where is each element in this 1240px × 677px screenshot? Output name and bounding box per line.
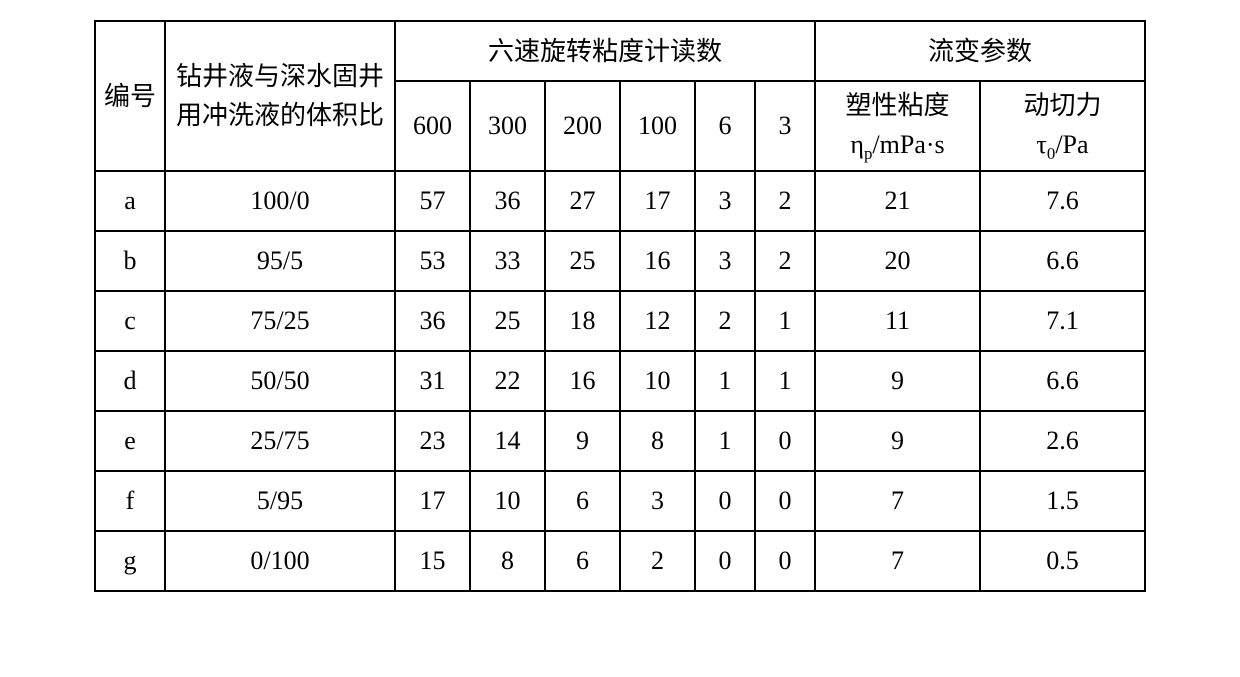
cell-s200: 25 [545, 231, 620, 291]
cell-ratio: 0/100 [165, 531, 395, 591]
cell-s100: 3 [620, 471, 695, 531]
table-row: d50/50312216101196.6 [95, 351, 1145, 411]
cell-s3: 0 [755, 531, 815, 591]
table-row: g0/100158620070.5 [95, 531, 1145, 591]
cell-id: f [95, 471, 165, 531]
cell-ratio: 95/5 [165, 231, 395, 291]
cell-yield-point: 7.6 [980, 171, 1145, 231]
header-speed-3: 3 [755, 81, 815, 171]
cell-s200: 18 [545, 291, 620, 351]
cell-id: d [95, 351, 165, 411]
cell-s3: 2 [755, 171, 815, 231]
cell-s600: 36 [395, 291, 470, 351]
cell-s600: 53 [395, 231, 470, 291]
table-row: c75/253625181221117.1 [95, 291, 1145, 351]
cell-s600: 17 [395, 471, 470, 531]
cell-id: e [95, 411, 165, 471]
cell-s200: 6 [545, 471, 620, 531]
cell-ratio: 50/50 [165, 351, 395, 411]
header-ratio: 钻井液与深水固井用冲洗液的体积比 [165, 21, 395, 171]
cell-s6: 0 [695, 531, 755, 591]
cell-s100: 10 [620, 351, 695, 411]
cell-id: g [95, 531, 165, 591]
cell-s600: 31 [395, 351, 470, 411]
cell-s100: 12 [620, 291, 695, 351]
table-row: e25/752314981092.6 [95, 411, 1145, 471]
cell-s6: 3 [695, 231, 755, 291]
cell-s3: 2 [755, 231, 815, 291]
cell-s600: 23 [395, 411, 470, 471]
table-row: b95/55333251632206.6 [95, 231, 1145, 291]
header-speed-100: 100 [620, 81, 695, 171]
cell-plastic-viscosity: 11 [815, 291, 980, 351]
cell-s300: 14 [470, 411, 545, 471]
cell-s6: 0 [695, 471, 755, 531]
header-plastic-viscosity: 塑性粘度 ηp/mPa·s [815, 81, 980, 171]
cell-yield-point: 0.5 [980, 531, 1145, 591]
cell-yield-point: 1.5 [980, 471, 1145, 531]
cell-id: c [95, 291, 165, 351]
cell-plastic-viscosity: 9 [815, 351, 980, 411]
cell-yield-point: 7.1 [980, 291, 1145, 351]
cell-id: b [95, 231, 165, 291]
cell-yield-point: 6.6 [980, 231, 1145, 291]
cell-ratio: 5/95 [165, 471, 395, 531]
cell-s300: 22 [470, 351, 545, 411]
header-speed-200: 200 [545, 81, 620, 171]
cell-plastic-viscosity: 7 [815, 531, 980, 591]
header-speed-300: 300 [470, 81, 545, 171]
cell-s3: 0 [755, 411, 815, 471]
cell-yield-point: 6.6 [980, 351, 1145, 411]
cell-id: a [95, 171, 165, 231]
cell-s6: 2 [695, 291, 755, 351]
cell-ratio: 75/25 [165, 291, 395, 351]
header-speed-6: 6 [695, 81, 755, 171]
header-speed-group: 六速旋转粘度计读数 [395, 21, 815, 81]
cell-s300: 10 [470, 471, 545, 531]
header-id: 编号 [95, 21, 165, 171]
cell-plastic-viscosity: 9 [815, 411, 980, 471]
cell-s300: 8 [470, 531, 545, 591]
header-rheo-group: 流变参数 [815, 21, 1145, 81]
cell-s200: 9 [545, 411, 620, 471]
cell-plastic-viscosity: 20 [815, 231, 980, 291]
cell-s100: 17 [620, 171, 695, 231]
cell-s300: 36 [470, 171, 545, 231]
table-row: f5/951710630071.5 [95, 471, 1145, 531]
cell-s6: 3 [695, 171, 755, 231]
cell-s6: 1 [695, 351, 755, 411]
cell-s200: 6 [545, 531, 620, 591]
cell-s3: 1 [755, 291, 815, 351]
cell-s200: 27 [545, 171, 620, 231]
table-row: a100/05736271732217.6 [95, 171, 1145, 231]
header-speed-600: 600 [395, 81, 470, 171]
cell-s300: 25 [470, 291, 545, 351]
cell-ratio: 100/0 [165, 171, 395, 231]
cell-s100: 16 [620, 231, 695, 291]
cell-s100: 2 [620, 531, 695, 591]
cell-s100: 8 [620, 411, 695, 471]
data-table: 编号 钻井液与深水固井用冲洗液的体积比 六速旋转粘度计读数 流变参数 600 3… [94, 20, 1146, 592]
cell-s6: 1 [695, 411, 755, 471]
cell-ratio: 25/75 [165, 411, 395, 471]
cell-s200: 16 [545, 351, 620, 411]
cell-s600: 15 [395, 531, 470, 591]
cell-s600: 57 [395, 171, 470, 231]
table-body: a100/05736271732217.6b95/55333251632206.… [95, 171, 1145, 591]
cell-plastic-viscosity: 21 [815, 171, 980, 231]
cell-s300: 33 [470, 231, 545, 291]
cell-plastic-viscosity: 7 [815, 471, 980, 531]
cell-s3: 0 [755, 471, 815, 531]
cell-s3: 1 [755, 351, 815, 411]
table-header: 编号 钻井液与深水固井用冲洗液的体积比 六速旋转粘度计读数 流变参数 600 3… [95, 21, 1145, 171]
cell-yield-point: 2.6 [980, 411, 1145, 471]
header-yield-point: 动切力 τ0/Pa [980, 81, 1145, 171]
